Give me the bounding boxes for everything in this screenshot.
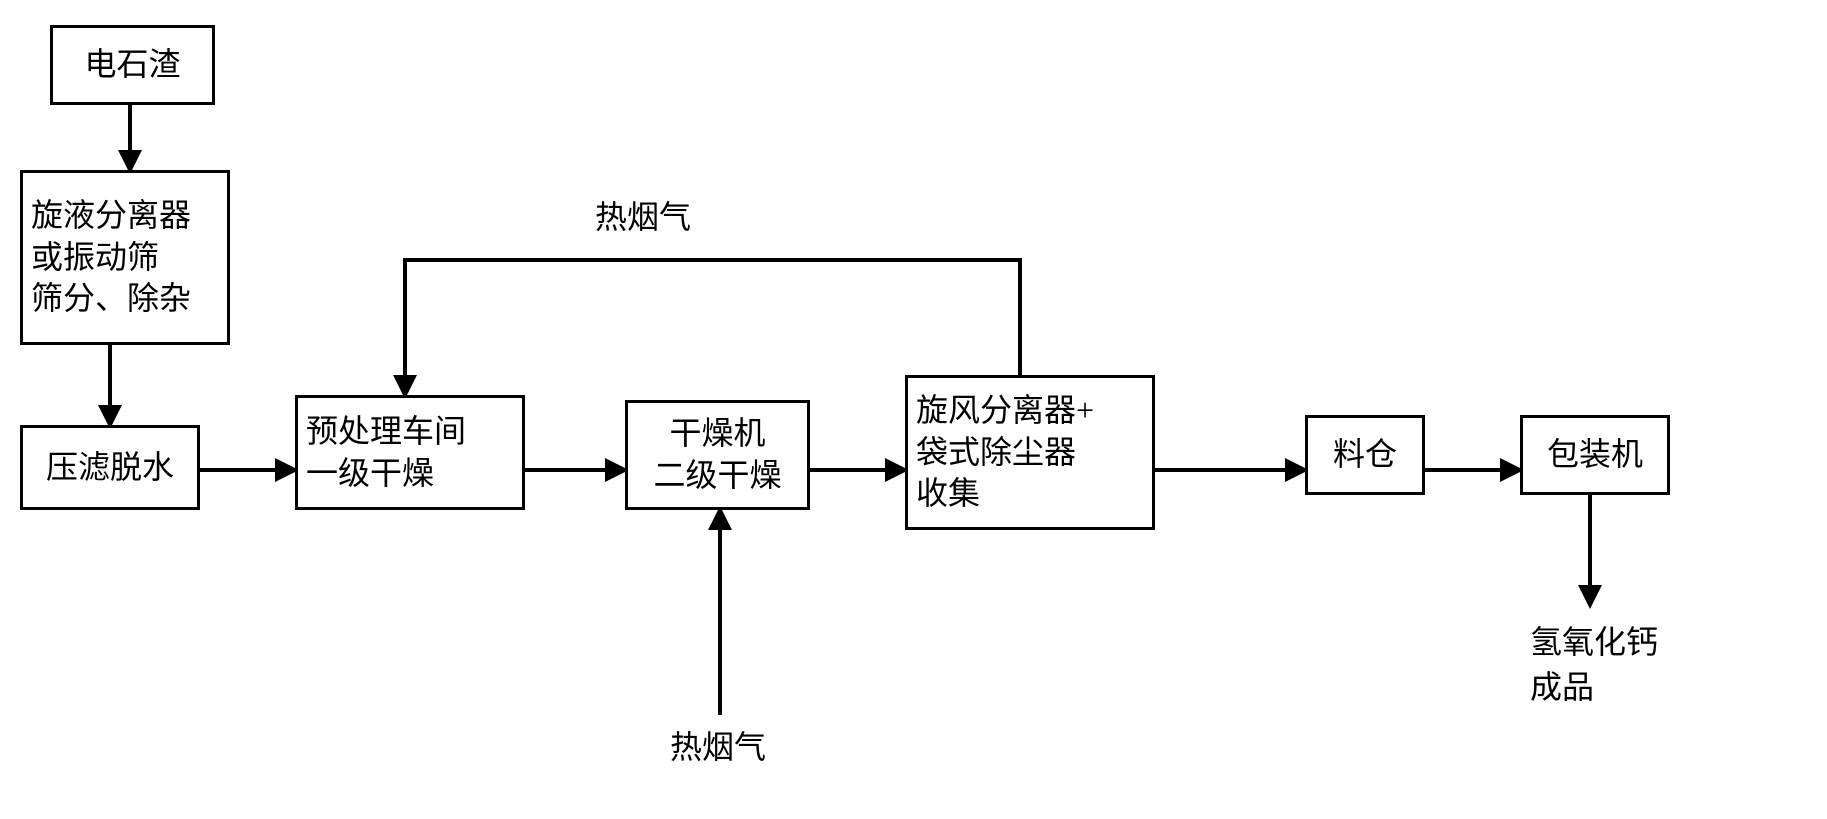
node-cyclone: 旋风分离器+ 袋式除尘器 收集: [905, 375, 1155, 530]
node-silo: 料仓: [1305, 415, 1425, 495]
label-hot_gas_top: 热烟气: [595, 195, 691, 240]
node-filter: 压滤脱水: [20, 425, 200, 510]
node-label: 电石渣: [84, 44, 180, 86]
node-pretreat: 预处理车间 一级干燥: [295, 395, 525, 510]
flowchart-canvas: 电石渣旋液分离器 或振动筛 筛分、除杂压滤脱水 预处理车间 一级干燥 干燥机 二级干…: [0, 0, 1827, 819]
node-label: 旋液分离器 或振动筛 筛分、除杂: [31, 195, 191, 320]
label-output: 氢氧化钙 成品: [1530, 620, 1658, 710]
node-dryer: 干燥机 二级干燥: [625, 400, 810, 510]
node-label: 压滤脱水: [46, 447, 174, 489]
node-separator: 旋液分离器 或振动筛 筛分、除杂: [20, 170, 230, 345]
node-label: 包装机: [1547, 434, 1643, 476]
node-label: 预处理车间 一级干燥: [306, 411, 466, 494]
node-label: 旋风分离器+ 袋式除尘器 收集: [916, 390, 1094, 515]
node-label: 料仓: [1333, 434, 1397, 476]
node-label: 干燥机 二级干燥: [653, 413, 781, 496]
node-input: 电石渣: [50, 25, 215, 105]
node-packer: 包装机: [1520, 415, 1670, 495]
label-hot_gas_bottom: 热烟气: [670, 725, 766, 770]
